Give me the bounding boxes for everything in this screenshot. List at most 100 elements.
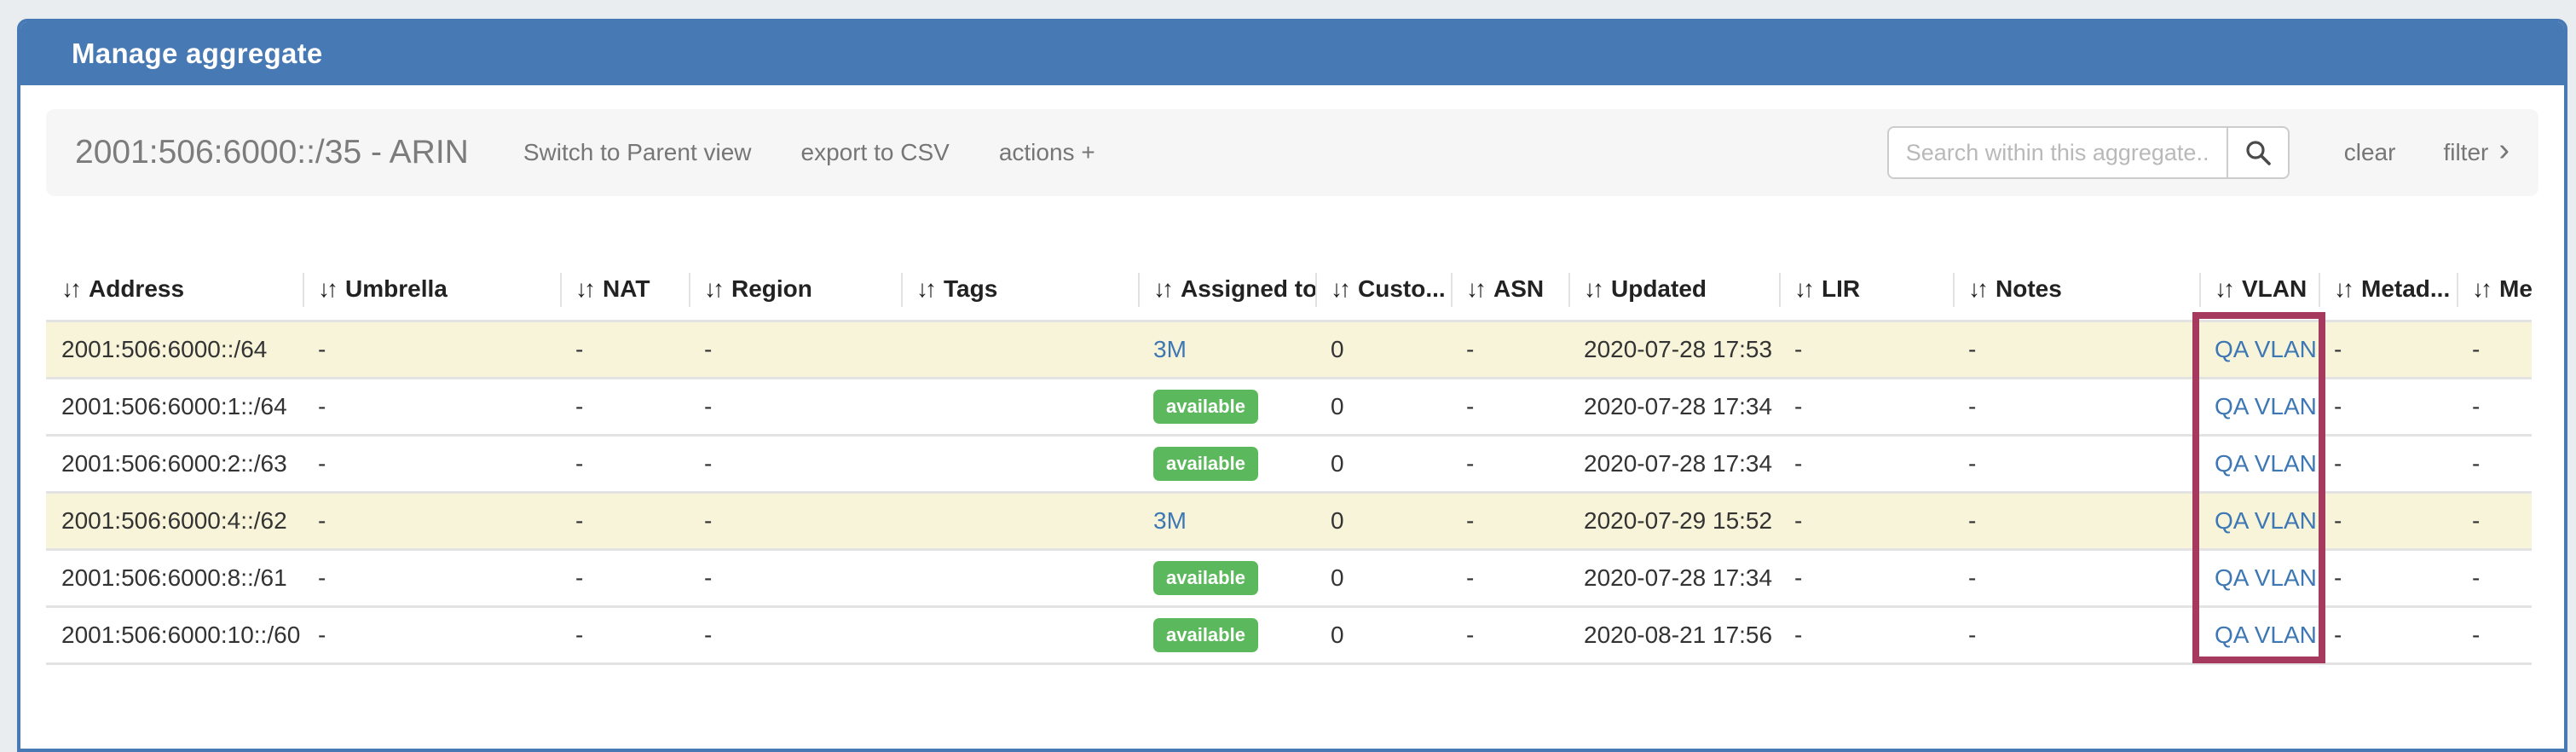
- column-label: Notes: [1996, 275, 2062, 303]
- cell-metadata2: -: [2472, 564, 2481, 591]
- cell-nat: -: [575, 621, 584, 648]
- vlan-link[interactable]: QA VLAN: [2215, 564, 2317, 591]
- filter-label: filter: [2443, 139, 2489, 165]
- cell-address: 2001:506:6000:1::/64: [61, 392, 287, 419]
- cell-address: 2001:506:6000:2::/63: [61, 449, 287, 477]
- cell-notes: -: [1968, 392, 1977, 419]
- search-button[interactable]: [2226, 126, 2290, 179]
- cell-region: -: [704, 506, 713, 534]
- cell-updated: 2020-07-29 15:52: [1584, 506, 1773, 534]
- table-row: 2001:506:6000:4::/62- - -3M 0-2020-07-29 15…: [46, 492, 2532, 549]
- cell-metadata2: -: [2472, 392, 2481, 419]
- column-label: Umbrella: [345, 275, 448, 303]
- vlan-link[interactable]: QA VLAN: [2215, 621, 2317, 648]
- cell-umbrella: -: [318, 392, 326, 419]
- column-header-customer[interactable]: ↓↑ Custo...: [1315, 259, 1451, 321]
- column-header-metadata2[interactable]: ↓↑Meta: [2457, 259, 2532, 321]
- column-header-tags[interactable]: ↓↑ Tags: [901, 259, 1138, 321]
- column-header-umbrella[interactable]: ↓↑ Umbrella: [303, 259, 560, 321]
- available-badge: available: [1153, 617, 1258, 652]
- cell-asn: -: [1466, 621, 1475, 648]
- aggregate-table: ↓↑ Address ↓↑ Umbrella ↓↑ NAT ↓↑ Region ↓↑ Tags ↓↑…: [46, 259, 2532, 665]
- cell-address: 2001:506:6000:8::/61: [61, 564, 287, 591]
- sort-icon: ↓↑: [1584, 275, 1604, 303]
- cell-metadata: -: [2334, 621, 2342, 648]
- actions-menu-link[interactable]: actions +: [998, 139, 1095, 165]
- column-label: VLAN: [2242, 275, 2307, 303]
- vlan-link[interactable]: QA VLAN: [2215, 449, 2317, 477]
- column-header-vlan[interactable]: ↓↑ VLAN: [2199, 259, 2319, 321]
- cell-address: 2001:506:6000:4::/62: [61, 506, 287, 534]
- cell-tags: [901, 435, 1138, 492]
- cell-customer: 0: [1331, 564, 1344, 591]
- sort-icon: ↓↑: [1153, 275, 1174, 303]
- filter-link[interactable]: filter ›: [2443, 134, 2510, 169]
- column-header-lir[interactable]: ↓↑ LIR: [1779, 259, 1953, 321]
- cell-updated: 2020-07-28 17:34: [1584, 392, 1773, 419]
- assigned_to-link[interactable]: 3M: [1153, 335, 1187, 362]
- column-header-region[interactable]: ↓↑ Region: [689, 259, 901, 321]
- column-label: NAT: [603, 275, 650, 303]
- sort-icon: ↓↑: [704, 275, 725, 303]
- cell-customer: 0: [1331, 506, 1344, 534]
- column-header-updated[interactable]: ↓↑ Updated: [1568, 259, 1779, 321]
- sort-icon: ↓↑: [1968, 275, 1989, 303]
- cell-metadata: -: [2334, 564, 2342, 591]
- column-label: Tags: [944, 275, 998, 303]
- search-input[interactable]: [1886, 126, 2228, 179]
- vlan-link[interactable]: QA VLAN: [2215, 335, 2317, 362]
- cell-tags: [901, 549, 1138, 606]
- available-badge: available: [1153, 446, 1258, 481]
- column-header-address[interactable]: ↓↑ Address: [46, 259, 303, 321]
- aggregate-title: 2001:506:6000::/35 - ARIN: [75, 134, 469, 171]
- cell-lir: -: [1794, 392, 1803, 419]
- column-header-asn[interactable]: ↓↑ ASN: [1451, 259, 1568, 321]
- cell-nat: -: [575, 335, 584, 362]
- cell-lir: -: [1794, 335, 1803, 362]
- cell-metadata2: -: [2472, 449, 2481, 477]
- column-header-assigned_to[interactable]: ↓↑ Assigned to: [1138, 259, 1315, 321]
- switch-to-parent-view-link[interactable]: Switch to Parent view: [523, 139, 752, 165]
- cell-lir: -: [1794, 621, 1803, 648]
- sort-icon: ↓↑: [1331, 275, 1351, 303]
- cell-customer: 0: [1331, 621, 1344, 648]
- table-row: 2001:506:6000:1::/64- - - available 0-2020-0…: [46, 378, 2532, 435]
- column-label: Meta: [2499, 275, 2532, 303]
- cell-nat: -: [575, 506, 584, 534]
- cell-tags: [901, 492, 1138, 549]
- cell-vlan: QA VLAN: [2199, 549, 2319, 606]
- vlan-link[interactable]: QA VLAN: [2215, 506, 2317, 534]
- cell-assigned_to: available: [1138, 606, 1315, 663]
- cell-asn: -: [1466, 335, 1475, 362]
- table-row: 2001:506:6000::/64- - -3M 0-2020-07-28 17:5…: [46, 321, 2532, 378]
- panel-body: 2001:506:6000::/35 - ARIN Switch to Pare…: [20, 85, 2564, 749]
- vlan-link[interactable]: QA VLAN: [2215, 392, 2317, 419]
- column-header-nat[interactable]: ↓↑ NAT: [560, 259, 689, 321]
- clear-search-link[interactable]: clear: [2343, 139, 2396, 165]
- column-header-metadata[interactable]: ↓↑ Metad...: [2319, 259, 2457, 321]
- export-to-csv-link[interactable]: export to CSV: [800, 139, 950, 165]
- cell-lir: -: [1794, 506, 1803, 534]
- column-header-notes[interactable]: ↓↑ Notes: [1953, 259, 2199, 321]
- page-title: Manage aggregate: [72, 38, 323, 69]
- search-icon: [2244, 138, 2273, 167]
- aggregate-table-wrap: ↓↑ Address ↓↑ Umbrella ↓↑ NAT ↓↑ Region ↓↑ Tags ↓↑…: [46, 259, 2538, 665]
- column-label: Metad...: [2361, 275, 2451, 303]
- cell-updated: 2020-07-28 17:34: [1584, 564, 1773, 591]
- column-label: LIR: [1822, 275, 1861, 303]
- cell-umbrella: -: [318, 621, 326, 648]
- cell-address: 2001:506:6000::/64: [61, 335, 268, 362]
- sort-icon: ↓↑: [2334, 275, 2354, 303]
- table-row: 2001:506:6000:10::/60- - - available 0-2020-…: [46, 606, 2532, 663]
- column-label: ASN: [1493, 275, 1545, 303]
- sort-icon: ↓↑: [2472, 275, 2492, 303]
- cell-assigned_to: available: [1138, 435, 1315, 492]
- cell-umbrella: -: [318, 335, 326, 362]
- cell-updated: 2020-07-28 17:34: [1584, 449, 1773, 477]
- table-header-row: ↓↑ Address ↓↑ Umbrella ↓↑ NAT ↓↑ Region ↓↑ Tags ↓↑…: [46, 259, 2532, 321]
- sort-icon: ↓↑: [1466, 275, 1487, 303]
- cell-metadata: -: [2334, 335, 2342, 362]
- cell-metadata: -: [2334, 392, 2342, 419]
- toolbar: 2001:506:6000::/35 - ARIN Switch to Pare…: [46, 109, 2538, 196]
- assigned_to-link[interactable]: 3M: [1153, 506, 1187, 534]
